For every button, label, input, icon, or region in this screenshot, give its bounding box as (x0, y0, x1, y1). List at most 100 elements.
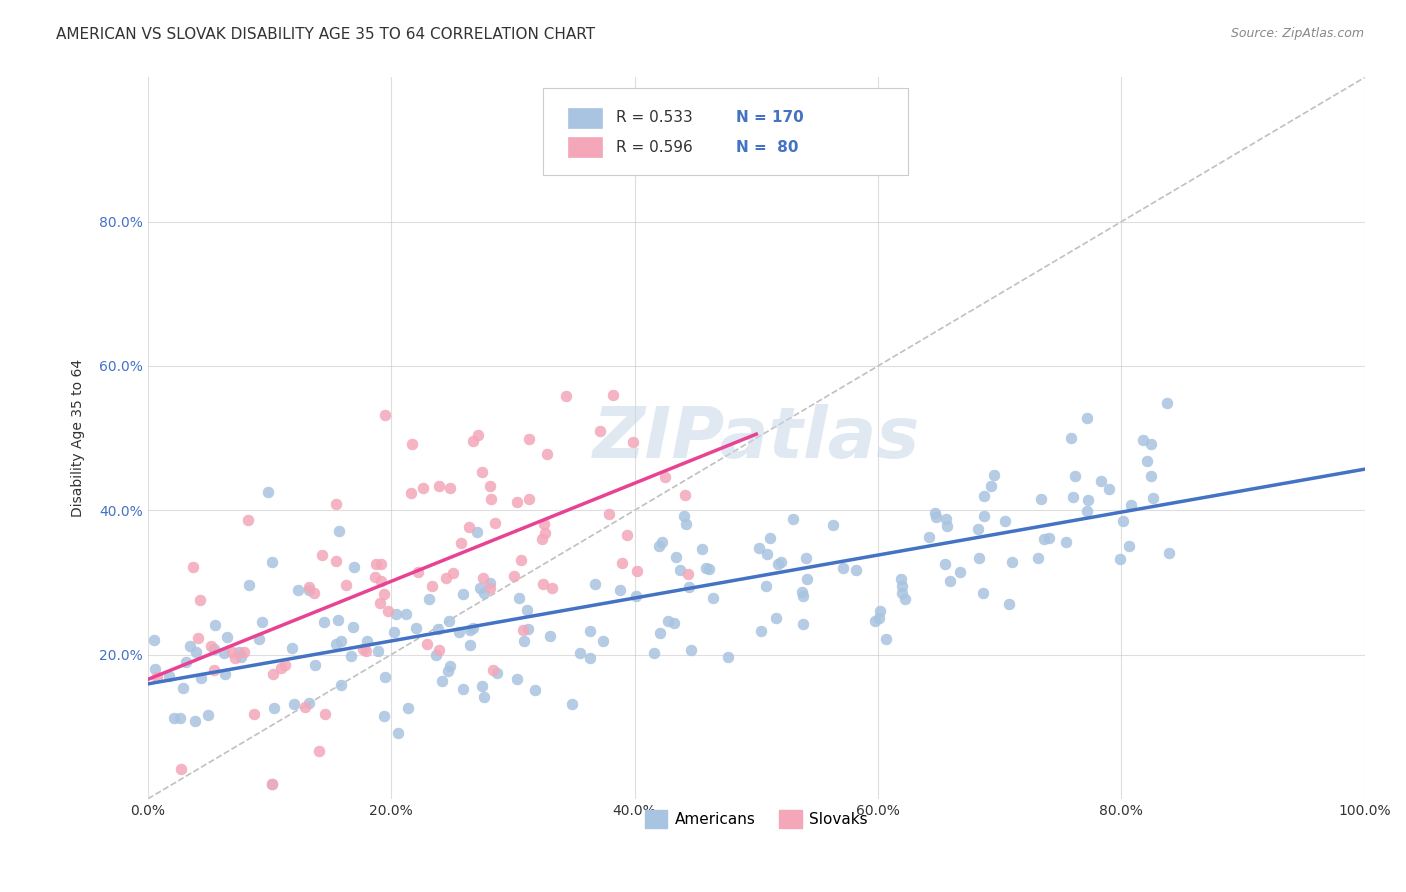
Point (461, 621, 484, 635)
Point (486, 665, 509, 680)
Point (401, 437, 423, 451)
Point (183, 714, 205, 728)
Point (484, 516, 506, 530)
Point (894, 591, 917, 606)
Point (427, 642, 450, 657)
Point (823, 518, 845, 533)
Point (236, 513, 259, 527)
Point (512, 623, 534, 637)
Point (479, 479, 502, 493)
Text: R = 0.533: R = 0.533 (616, 110, 693, 125)
Point (516, 602, 538, 616)
Point (938, 574, 960, 588)
Point (231, 649, 253, 664)
Point (1063, 469, 1085, 483)
Point (326, 613, 349, 627)
Point (262, 667, 284, 681)
FancyBboxPatch shape (568, 136, 602, 157)
Point (427, 622, 450, 636)
Point (436, 664, 458, 678)
Point (890, 572, 912, 586)
Point (439, 658, 461, 673)
Point (533, 577, 555, 591)
Point (434, 571, 457, 585)
Y-axis label: Disability Age 35 to 64: Disability Age 35 to 64 (72, 359, 86, 517)
Point (657, 615, 679, 629)
Point (370, 574, 392, 588)
Text: ZIPatlas: ZIPatlas (592, 404, 920, 473)
Point (1140, 437, 1163, 451)
Point (654, 470, 676, 484)
Point (541, 581, 564, 595)
Point (202, 664, 225, 678)
Point (479, 576, 502, 591)
Point (1029, 491, 1052, 506)
Point (142, 632, 165, 647)
Point (354, 643, 377, 657)
Point (441, 566, 464, 580)
Point (1038, 532, 1060, 546)
Point (533, 517, 555, 532)
Point (304, 586, 326, 600)
Point (373, 709, 395, 723)
Point (335, 578, 357, 592)
Point (506, 495, 529, 509)
Point (765, 611, 787, 625)
Point (174, 656, 197, 670)
Point (221, 645, 243, 659)
Point (695, 561, 717, 575)
Point (697, 561, 720, 575)
Point (748, 541, 770, 556)
Point (536, 447, 558, 461)
FancyBboxPatch shape (568, 108, 602, 128)
Point (1156, 396, 1178, 410)
Point (668, 563, 690, 577)
Point (352, 642, 374, 657)
Point (283, 697, 305, 711)
Point (717, 649, 740, 664)
Point (163, 711, 186, 725)
Point (356, 634, 378, 648)
Point (298, 696, 321, 710)
Point (1098, 482, 1121, 496)
Point (465, 525, 488, 540)
Point (579, 650, 602, 665)
Point (998, 597, 1021, 611)
Point (418, 592, 440, 607)
Point (263, 701, 285, 715)
Point (260, 777, 283, 791)
Point (794, 551, 817, 566)
Point (972, 586, 994, 600)
Point (458, 638, 481, 652)
Point (792, 616, 814, 631)
Point (673, 488, 696, 502)
Text: AMERICAN VS SLOVAK DISABILITY AGE 35 TO 64 CORRELATION CHART: AMERICAN VS SLOVAK DISABILITY AGE 35 TO … (56, 27, 595, 42)
Point (204, 618, 226, 632)
Point (179, 639, 201, 653)
Point (648, 625, 671, 640)
Point (530, 532, 553, 546)
Point (364, 570, 387, 584)
Point (169, 711, 191, 725)
Point (325, 497, 347, 511)
Point (598, 507, 620, 521)
Point (602, 388, 624, 402)
Point (651, 534, 673, 549)
Point (517, 491, 540, 506)
Point (478, 581, 501, 595)
Point (472, 586, 495, 600)
Point (343, 559, 366, 574)
Point (1077, 493, 1099, 508)
Legend: Americans, Slovaks: Americans, Slovaks (638, 804, 875, 835)
Point (472, 690, 495, 705)
Text: N = 170: N = 170 (735, 110, 803, 125)
Point (187, 632, 209, 646)
Point (918, 530, 941, 544)
Point (482, 663, 505, 677)
Point (368, 596, 391, 610)
Point (200, 639, 222, 653)
Point (1139, 468, 1161, 483)
Point (328, 524, 350, 538)
Point (366, 557, 388, 571)
Point (420, 579, 443, 593)
